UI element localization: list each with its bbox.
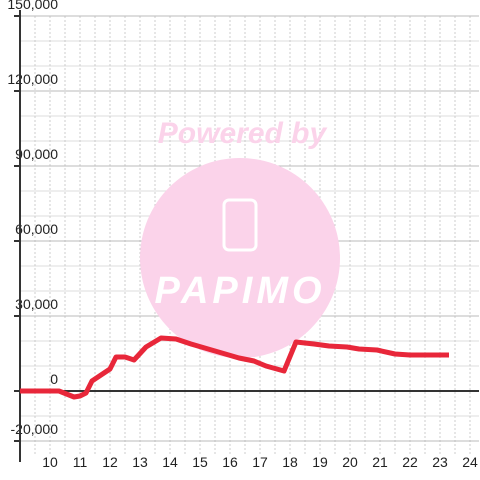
grid: [20, 15, 479, 455]
x-tick-label: 23: [432, 454, 448, 470]
y-tick-label: 150,000: [7, 0, 58, 12]
watermark-icon: [222, 198, 258, 252]
watermark-text: Powered by: [158, 117, 328, 150]
x-tick-label: 15: [192, 454, 208, 470]
x-tick-label: 24: [462, 454, 478, 470]
x-tick-label: 19: [312, 454, 328, 470]
x-tick-label: 18: [282, 454, 298, 470]
watermark-logo: PAPIMO: [154, 270, 325, 312]
x-tick-label: 17: [252, 454, 268, 470]
x-tick-label: 22: [402, 454, 418, 470]
x-tick-label: 14: [162, 454, 178, 470]
y-tick-label: 120,000: [7, 71, 58, 87]
x-tick-label: 16: [222, 454, 238, 470]
x-tick-label: 21: [372, 454, 388, 470]
y-tick-label: 60,000: [15, 221, 58, 237]
x-tick-label: 13: [132, 454, 148, 470]
x-tick-label: 12: [102, 454, 118, 470]
y-tick-label: 90,000: [15, 146, 58, 162]
data-line: [20, 335, 449, 400]
x-tick-label: 20: [342, 454, 358, 470]
y-tick-label: -20,000: [11, 421, 59, 437]
x-tick-label: 11: [73, 454, 88, 470]
y-tick-label: 0: [50, 371, 58, 387]
x-tick-label: 10: [42, 454, 58, 470]
y-tick-label: 30,000: [15, 296, 58, 312]
watermark-circle: [140, 158, 340, 358]
